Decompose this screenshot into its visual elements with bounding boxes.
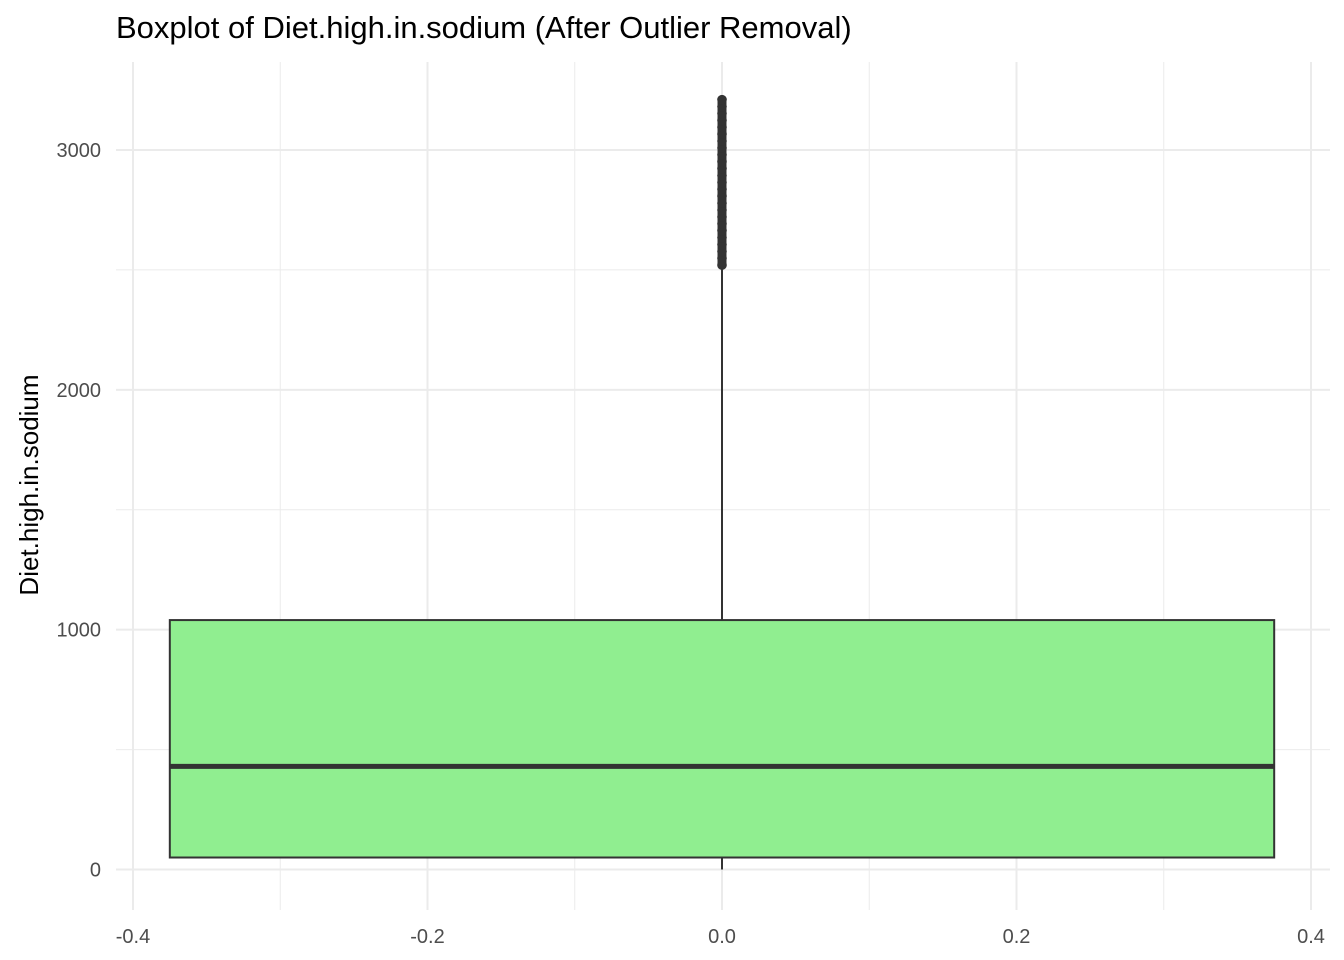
outlier-point (717, 191, 727, 201)
x-tick-label: 0.2 (1003, 926, 1031, 948)
x-tick-label: -0.4 (116, 926, 150, 948)
outlier-point (717, 184, 727, 195)
outlier-point (717, 122, 727, 133)
outlier-point (717, 177, 727, 188)
outlier-point (717, 205, 727, 215)
box-iqr (168, 619, 1276, 859)
outlier-point (717, 260, 727, 270)
x-tick-label: 0.4 (1297, 926, 1325, 948)
outlier-point (717, 115, 727, 126)
outlier-point (717, 163, 727, 174)
y-tick-label: 3000 (57, 140, 102, 162)
y-tick-label: 1000 (57, 620, 102, 642)
outlier-point (717, 129, 727, 139)
x-tick-label: -0.2 (410, 926, 444, 948)
y-tick-label: 2000 (57, 380, 102, 402)
outlier-point (717, 212, 727, 222)
outlier-point (717, 156, 727, 167)
outlier-point (717, 198, 727, 208)
outlier-point (717, 253, 727, 264)
outlier-point (717, 232, 727, 243)
box-layer (168, 94, 1276, 870)
x-axis-ticks: -0.4 -0.2 0.0 0.2 0.4 (116, 926, 1325, 948)
outlier-point (717, 218, 727, 229)
outlier-point (717, 225, 727, 236)
outlier-point (717, 94, 727, 105)
outlier-point (717, 136, 727, 146)
outlier-point (717, 143, 727, 153)
outlier-point (717, 150, 727, 160)
chart-title: Boxplot of Diet.high.in.sodium (After Ou… (116, 10, 852, 45)
x-tick-label: 0.0 (708, 926, 736, 948)
outlier-point (717, 170, 727, 181)
y-tick-label: 0 (90, 860, 101, 882)
y-axis-title: Diet.high.in.sodium (14, 374, 44, 595)
outlier-point (717, 246, 727, 257)
y-axis-ticks: 0 1000 2000 3000 (57, 140, 102, 881)
outlier-point (717, 108, 727, 119)
outlier-point (717, 239, 727, 250)
outlier-point (717, 101, 727, 112)
